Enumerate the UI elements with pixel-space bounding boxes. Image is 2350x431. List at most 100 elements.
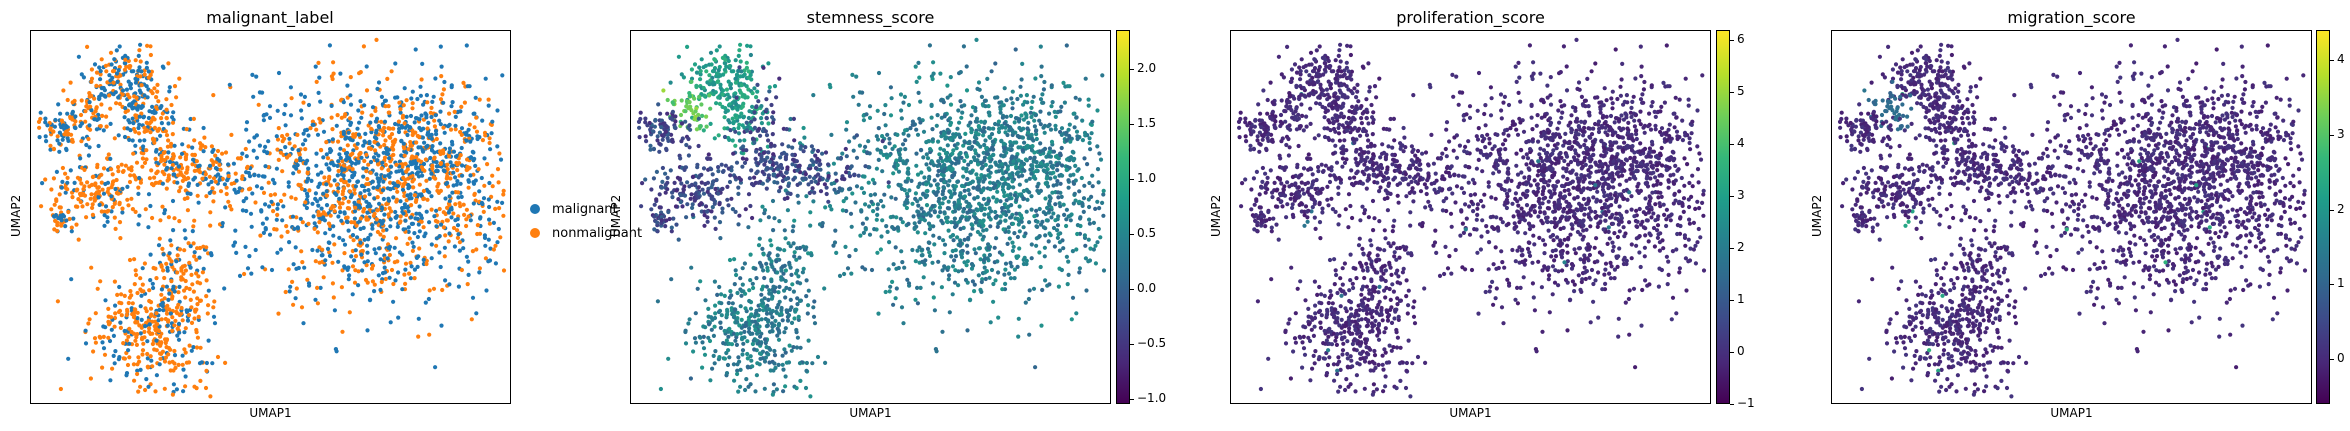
scatter-point (1029, 133, 1034, 138)
scatter-point (280, 139, 285, 144)
scatter-point (1025, 130, 1031, 135)
scatter-point (471, 111, 476, 116)
scatter-point (748, 306, 754, 311)
scatter-point (942, 210, 947, 215)
scatter-point (1012, 193, 1017, 198)
scatter-point (310, 201, 315, 206)
scatter-point (842, 271, 847, 277)
scatter-point (1021, 257, 1026, 262)
scatter-point (936, 168, 941, 174)
scatter-point (477, 189, 482, 194)
scatter-point (408, 140, 413, 145)
scatter-point (713, 349, 718, 354)
scatter-point (1055, 223, 1061, 228)
scatter-point (327, 43, 332, 48)
scatter-point (338, 155, 343, 161)
scatter-point (956, 132, 961, 137)
scatter-point (122, 126, 127, 131)
scatter-point (474, 115, 479, 120)
scatter-point (706, 306, 711, 311)
scatter-point (374, 37, 379, 42)
scatter-point (849, 271, 854, 276)
scatter-point (195, 246, 200, 251)
scatter-point (364, 152, 369, 157)
scatter-point (183, 155, 188, 160)
scatter-point (715, 292, 720, 297)
scatter-point (113, 303, 118, 308)
scatter-point (120, 210, 125, 215)
scatter-point (150, 91, 155, 96)
scatter-point (334, 182, 340, 187)
scatter-point (254, 74, 259, 79)
scatter-point (892, 226, 897, 231)
scatter-point (115, 79, 120, 84)
scatter-point (473, 95, 478, 100)
scatter-point (84, 215, 89, 220)
scatter-point (203, 385, 209, 391)
scatter-point (388, 224, 393, 229)
scatter-point (1087, 204, 1092, 210)
scatter-point (237, 186, 242, 191)
scatter-point (97, 94, 102, 99)
scatter-point (1024, 93, 1029, 98)
scatter-point (895, 132, 900, 137)
scatter-point (142, 160, 148, 165)
scatter-point (913, 64, 918, 69)
scatter-point (1028, 155, 1033, 161)
scatter-point (500, 200, 505, 205)
scatter-point (383, 104, 388, 109)
scatter-point (109, 185, 114, 190)
scatter-point (372, 211, 377, 216)
scatter-point (398, 214, 403, 219)
scatter-point (928, 183, 933, 188)
scatter-point (294, 286, 299, 291)
scatter-point (213, 166, 219, 171)
scatter-point (1029, 256, 1034, 261)
scatter-point (104, 69, 109, 74)
scatter-point (491, 220, 496, 225)
scatter-point (455, 168, 460, 173)
scatter-point (722, 356, 727, 361)
scatter-point (1041, 87, 1046, 92)
scatter-point (167, 159, 173, 164)
scatter-point (396, 129, 402, 135)
scatter-point (767, 291, 772, 296)
scatter-point (1077, 266, 1082, 271)
scatter-point (1008, 276, 1013, 281)
scatter-point (1021, 196, 1026, 201)
scatter-point (946, 130, 951, 135)
scatter-point (400, 184, 405, 189)
scatter-point (137, 48, 142, 53)
scatter-point (1083, 133, 1088, 138)
scatter-point (956, 108, 961, 113)
scatter-point (167, 85, 172, 90)
scatter-point (899, 108, 904, 113)
scatter-point (393, 278, 398, 283)
scatter-point (462, 100, 467, 105)
scatter-point (1053, 123, 1058, 128)
scatter-point (1019, 128, 1024, 133)
scatter-point (389, 209, 394, 214)
scatter-point (883, 289, 888, 295)
scatter-point (166, 318, 171, 323)
scatter-point (1041, 168, 1046, 173)
scatter-point (376, 142, 381, 147)
scatter-point (182, 228, 187, 233)
scatter-point (788, 297, 793, 302)
scatter-point (761, 268, 766, 273)
scatter-point (416, 174, 421, 179)
scatter-point (1065, 157, 1070, 162)
scatter-point (971, 185, 976, 190)
scatter-point (68, 168, 73, 173)
scatter-point (182, 330, 187, 335)
scatter-point (251, 94, 256, 99)
scatter-point (69, 277, 74, 282)
scatter-point (147, 288, 152, 293)
scatter-point (135, 310, 140, 315)
scatter-point (925, 246, 931, 251)
scatter-point (396, 270, 401, 275)
scatter-point (421, 225, 426, 230)
scatter-point (774, 305, 780, 310)
scatter-point (386, 246, 391, 251)
scatter-point (145, 365, 151, 370)
